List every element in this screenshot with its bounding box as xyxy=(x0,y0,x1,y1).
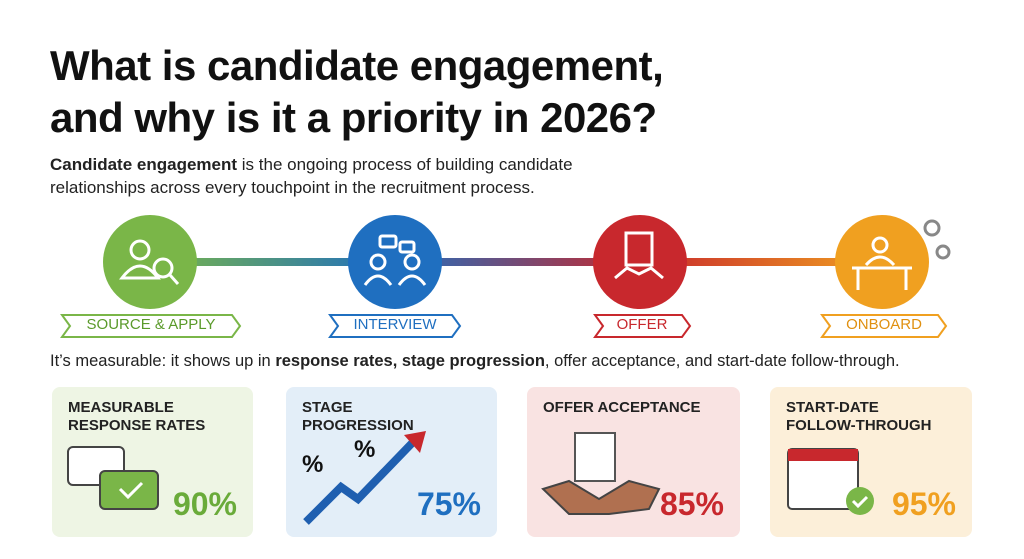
stage-label: SOURCE & APPLY xyxy=(86,316,216,333)
stage-label: INTERVIEW xyxy=(353,316,437,333)
text-segment: is the ongoing process of building candi… xyxy=(50,155,578,197)
text-segment: It’s measurable: it shows up in xyxy=(50,352,276,370)
card: START-DATE FOLLOW-THROUGH 95% xyxy=(770,387,972,537)
title-line: and why is it a priority in 2026? xyxy=(50,94,657,141)
stage-circle xyxy=(103,215,197,309)
title: What is candidate engagement, and why is… xyxy=(50,40,664,144)
stage-label: OFFER xyxy=(616,316,668,333)
measurable-line: It’s measurable: it shows up in response… xyxy=(50,352,900,371)
stage-circle xyxy=(348,215,442,309)
text-segment: response rates, stage progression xyxy=(275,352,545,370)
card-title: STAGE PROGRESSION xyxy=(302,399,414,434)
icon-interview xyxy=(363,234,427,286)
icon-calendar xyxy=(787,448,874,515)
card: % % STAGE PROGRESSION 75% xyxy=(286,387,497,537)
text-segment: Candidate engagement xyxy=(50,155,238,174)
icon-chat xyxy=(67,446,159,510)
intro: Candidate engagement is the ongoing proc… xyxy=(50,153,610,199)
banner xyxy=(60,314,242,338)
icon-offer xyxy=(614,231,664,280)
banner xyxy=(593,314,692,338)
gears xyxy=(923,219,951,260)
title-line: What is candidate engagement, xyxy=(50,42,664,89)
timeline xyxy=(150,258,882,266)
card-value: 85% xyxy=(659,486,724,522)
svg-text:%: % xyxy=(302,451,323,478)
card-value: 90% xyxy=(172,486,237,522)
card-title: START-DATE FOLLOW-THROUGH xyxy=(786,399,932,434)
card-value: 75% xyxy=(416,486,481,522)
card: MEASURABLE RESPONSE RATES 90% xyxy=(52,387,253,537)
svg-text:%: % xyxy=(354,436,375,463)
icon-handshake xyxy=(541,432,661,515)
banner xyxy=(328,314,462,338)
stage-circle xyxy=(835,215,929,309)
banner xyxy=(820,314,948,338)
stage-label: ONBOARD xyxy=(846,316,922,333)
stage-circle xyxy=(593,215,687,309)
text-segment: , offer acceptance, and start-date follo… xyxy=(544,352,900,370)
icon-progress: % % xyxy=(302,431,426,525)
card: OFFER ACCEPTANCE 85% xyxy=(527,387,740,537)
card-title: MEASURABLE RESPONSE RATES xyxy=(68,399,206,434)
card-title: OFFER ACCEPTANCE xyxy=(543,399,701,416)
card-value: 95% xyxy=(891,486,956,522)
icon-onboard xyxy=(852,236,912,290)
icon-search-person xyxy=(118,239,180,285)
